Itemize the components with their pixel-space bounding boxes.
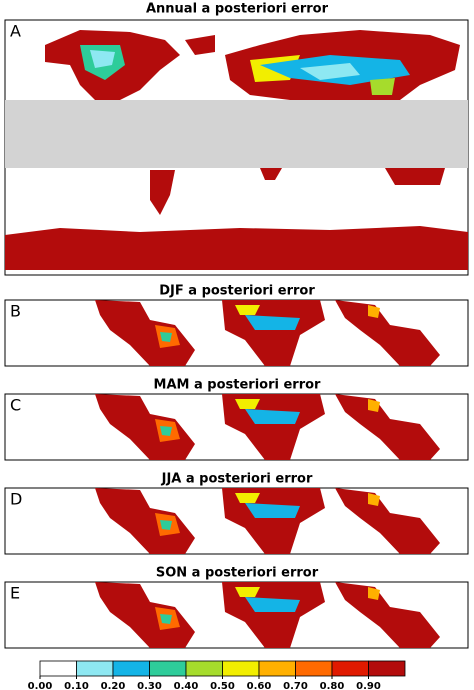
panel-title: SON a posteriori error (156, 566, 319, 581)
colorbar-segment (39, 660, 77, 677)
field-region (368, 305, 380, 318)
field-region (235, 493, 260, 503)
field-region (368, 493, 380, 506)
field-region (335, 582, 440, 648)
panel-title: Annual a posteriori error (146, 2, 329, 17)
map-field (95, 300, 440, 366)
field-region (95, 488, 195, 554)
field-region (160, 332, 172, 342)
field-region (245, 503, 300, 518)
panel-letter: E (10, 584, 20, 603)
field-region (245, 409, 300, 424)
field-region (335, 300, 440, 366)
colorbar-tick-label: 0.00 (28, 681, 53, 690)
field-region (95, 394, 195, 460)
colorbar-segment (185, 660, 223, 677)
masked-band (5, 100, 468, 168)
colorbar-tick-label: 0.40 (174, 681, 199, 690)
colorbar-tick-label: 0.50 (210, 681, 235, 690)
field-region (368, 587, 380, 600)
field-region (235, 305, 260, 315)
colorbar-tick-label: 0.20 (101, 681, 126, 690)
colorbar-tick-label: 0.30 (137, 681, 162, 690)
colorbar-segment (112, 660, 150, 677)
field-region (245, 315, 300, 330)
colorbar-segment (295, 660, 333, 677)
field-region (160, 426, 172, 436)
colorbar-segment (368, 660, 406, 677)
field-region (160, 614, 172, 624)
field-region (335, 488, 440, 554)
map-field (95, 582, 440, 648)
field-region (235, 587, 260, 597)
panel-letter: B (10, 302, 21, 321)
colorbar-segment (149, 660, 187, 677)
field-region (95, 582, 195, 648)
colorbar-tick-label: 0.10 (64, 681, 89, 690)
map-field (5, 30, 468, 270)
colorbar: 0.00 0.10 0.20 0.30 0.40 0.50 0.60 0.70 0.80 0.90 (28, 660, 406, 690)
field-region (160, 520, 172, 530)
colorbar-segment (331, 660, 369, 677)
panel-letter: C (10, 396, 21, 415)
field-region (235, 399, 260, 409)
field-region (335, 394, 440, 460)
panel-letter: A (10, 22, 21, 41)
colorbar-segment (258, 660, 296, 677)
colorbar-segment (76, 660, 114, 677)
panel-title: JJA a posteriori error (161, 472, 313, 487)
map-field (95, 394, 440, 460)
map-field (95, 488, 440, 554)
panel-letter: D (10, 490, 22, 509)
field-region (368, 399, 380, 412)
field-region (95, 300, 195, 366)
colorbar-tick-label: 0.90 (356, 681, 381, 690)
field-region (245, 597, 300, 612)
panel-title: MAM a posteriori error (154, 378, 322, 393)
colorbar-tick-label: 0.60 (247, 681, 272, 690)
colorbar-tick-label: 0.80 (320, 681, 345, 690)
colorbar-segment (222, 660, 260, 677)
colorbar-tick-label: 0.70 (283, 681, 308, 690)
panel-title: DJF a posteriori error (159, 284, 315, 299)
